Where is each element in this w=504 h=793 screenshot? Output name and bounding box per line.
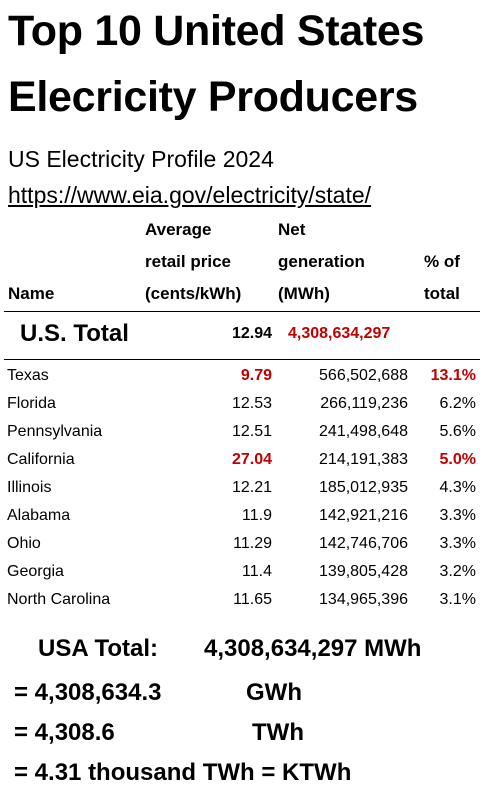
state-price: 11.65 [233,591,272,608]
state-generation: 142,921,216 [319,507,408,524]
twh-unit: TWh [252,719,304,746]
state-price: 12.21 [231,479,272,496]
table-row: Alabama 11.9 142,921,216 3.3% [0,502,504,530]
title-line-2: Elecricity Producers [8,73,418,121]
state-pct: 3.1% [439,591,476,608]
state-name: Ohio [7,535,41,552]
state-price: 11.9 [242,507,272,524]
state-name: North Carolina [7,591,111,608]
state-generation: 266,119,236 [320,395,408,412]
usa-total-value: 4,308,634,297 MWh [204,635,422,662]
table-row: Pennsylvania 12.51 241,498,648 5.6% [0,418,504,446]
table-row: Illinois 12.21 185,012,935 4.3% [0,474,504,502]
state-generation: 134,965,396 [319,591,408,608]
ktwh-line: = 4.31 thousand TWh = KTWh [14,759,352,786]
state-name: Pennsylvania [7,423,103,440]
state-price: 9.79 [240,367,272,384]
table-row: Texas 9.79 566,502,688 13.1% [0,362,504,390]
state-name: Alabama [7,507,71,524]
header-name: Name [8,284,55,303]
state-pct: 6.2% [439,395,476,412]
header-pct-line-1: % of [424,252,460,271]
gwh-value: = 4,308,634.3 [14,679,162,706]
twh-value: = 4,308.6 [14,719,115,746]
header-price-line-1: Average [145,220,212,239]
state-pct: 3.3% [439,535,476,552]
state-generation: 142,746,706 [319,535,408,552]
state-price: 12.53 [231,395,272,412]
table-row: North Carolina 11.65 134,965,396 3.1% [0,586,504,614]
state-pct: 3.2% [439,563,476,580]
state-name: Florida [7,395,56,412]
state-price: 11.4 [242,563,272,580]
state-name: Georgia [7,563,64,580]
state-pct: 3.3% [439,507,476,524]
state-name: California [7,451,75,468]
header-gen-line-3: (MWh) [278,284,330,303]
subtitle: US Electricity Profile 2024 [8,146,274,172]
header-gen-line-1: Net [278,220,306,239]
total-rule [4,359,480,360]
us-total-generation: 4,308,634,297 [288,325,391,342]
header-price-line-2: retail price [145,252,231,271]
state-generation: 185,012,935 [319,479,408,496]
state-pct: 4.3% [439,479,476,496]
state-price: 11.29 [233,535,272,552]
gwh-unit: GWh [246,679,302,706]
state-generation: 566,502,688 [319,367,408,384]
usa-total-label: USA Total: [38,635,158,662]
table-row: Georgia 11.4 139,805,428 3.2% [0,558,504,586]
table-row: California 27.04 214,191,383 5.0% [0,446,504,474]
state-generation: 214,191,383 [319,451,408,468]
header-gen-line-2: generation [278,252,365,271]
source-link[interactable]: https://www.eia.gov/electricity/state/ [8,182,372,208]
header-price-line-3: (cents/kWh) [145,284,242,303]
state-price: 12.51 [231,423,272,440]
header-pct-line-2: total [424,284,460,303]
us-total-name: U.S. Total [20,320,129,347]
table-row: Ohio 11.29 142,746,706 3.3% [0,530,504,558]
title-line-1: Top 10 United States [8,7,425,55]
state-name: Illinois [7,479,52,496]
table-row: Florida 12.53 266,119,236 6.2% [0,390,504,418]
state-price: 27.04 [231,451,272,468]
state-pct: 13.1% [430,367,476,384]
state-name: Texas [7,367,49,384]
state-pct: 5.6% [439,423,476,440]
state-pct: 5.0% [439,451,476,468]
state-generation: 139,805,428 [319,563,408,580]
us-total-price: 12.94 [231,325,272,342]
state-generation: 241,498,648 [319,423,408,440]
header-rule [4,311,480,312]
